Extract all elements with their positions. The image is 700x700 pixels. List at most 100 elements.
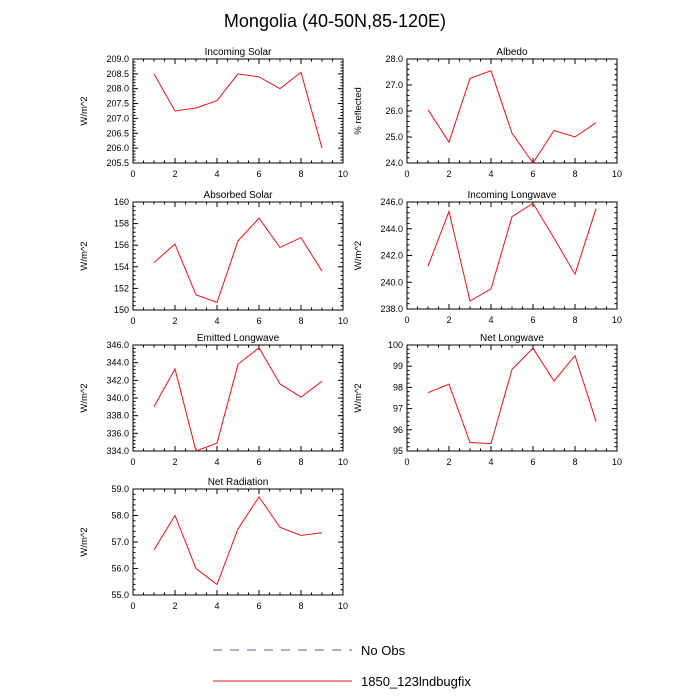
y-axis-label: W/m^2: [79, 383, 90, 412]
y-axis-label: W/m^2: [353, 241, 364, 270]
x-tick-label: 6: [530, 315, 535, 325]
y-tick-label: 344.0: [106, 358, 129, 368]
panel-title: Incoming Solar: [205, 47, 272, 58]
y-tick-label: 244.0: [380, 224, 403, 234]
x-tick-label: 4: [488, 169, 493, 179]
x-tick-label: 10: [612, 169, 622, 179]
y-tick-label: 25.0: [385, 132, 403, 142]
y-tick-label: 246.0: [380, 197, 403, 207]
x-tick-label: 0: [404, 169, 409, 179]
x-tick-label: 4: [488, 457, 493, 467]
x-tick-label: 10: [338, 601, 348, 611]
legend-no-obs-label: No Obs: [361, 643, 406, 658]
x-tick-label: 2: [172, 169, 177, 179]
x-tick-label: 8: [572, 315, 577, 325]
series-line: [153, 346, 323, 452]
x-tick-label: 0: [130, 457, 135, 467]
x-tick-label: 0: [130, 169, 135, 179]
y-tick-label: 59.0: [111, 484, 129, 494]
y-tick-label: 100: [388, 340, 403, 350]
panel-title: Net Longwave: [480, 333, 544, 344]
y-tick-label: 98: [393, 382, 403, 392]
y-tick-label: 338.0: [106, 411, 129, 421]
x-tick-label: 4: [214, 169, 219, 179]
panel-title: Absorbed Solar: [204, 190, 274, 201]
panel-7: Net Radiation W/m^2 0 2 4 6 8 10 55.0 56.0 57.0 58.…: [79, 477, 348, 611]
x-tick-label: 10: [612, 457, 622, 467]
y-tick-label: 56.0: [111, 564, 129, 574]
x-tick-label: 0: [404, 457, 409, 467]
y-tick-label: 207.0: [106, 113, 129, 123]
y-tick-label: 206.5: [106, 128, 129, 138]
panel-title: Net Radiation: [208, 477, 269, 488]
y-tick-label: 346.0: [106, 340, 129, 350]
x-tick-label: 10: [338, 457, 348, 467]
y-tick-label: 95: [393, 446, 403, 456]
x-tick-label: 4: [214, 316, 219, 326]
y-tick-label: 24.0: [385, 158, 403, 168]
x-tick-label: 8: [298, 316, 303, 326]
y-axis-label: W/m^2: [79, 527, 90, 556]
x-tick-label: 10: [338, 316, 348, 326]
y-tick-label: 152: [114, 283, 129, 293]
panel-title: Albedo: [496, 47, 528, 58]
x-tick-label: 0: [130, 601, 135, 611]
series-line: [427, 202, 597, 302]
panel-6: Net Longwave W/m^2 0 2 4 6 8 10 95 96 97 98 99 100: [353, 333, 622, 467]
y-tick-label: 340.0: [106, 393, 129, 403]
x-tick-label: 8: [298, 601, 303, 611]
plot-frame: [132, 201, 344, 311]
plot-frame: [132, 488, 344, 596]
panel-2: Albedo % reflected 0 2 4 6 8 10 24.0 25.0 26.0 27.0…: [353, 47, 622, 179]
plot-frame: [406, 58, 618, 164]
x-tick-label: 8: [572, 169, 577, 179]
series-line: [153, 217, 323, 304]
x-tick-label: 6: [256, 169, 261, 179]
x-tick-label: 6: [256, 316, 261, 326]
x-tick-label: 10: [612, 315, 622, 325]
y-tick-label: 28.0: [385, 54, 403, 64]
series-line: [153, 71, 323, 149]
y-tick-label: 208.0: [106, 84, 129, 94]
x-tick-label: 2: [446, 315, 451, 325]
y-tick-label: 160: [114, 197, 129, 207]
y-axis-label: W/m^2: [79, 241, 90, 270]
y-tick-label: 27.0: [385, 80, 403, 90]
x-tick-label: 4: [488, 315, 493, 325]
y-tick-label: 342.0: [106, 375, 129, 385]
y-tick-label: 158: [114, 219, 129, 229]
x-tick-label: 0: [404, 315, 409, 325]
x-tick-label: 8: [298, 457, 303, 467]
y-tick-label: 207.5: [106, 99, 129, 109]
plot-frame: [406, 344, 618, 452]
y-tick-label: 156: [114, 240, 129, 250]
panel-4: Incoming Longwave W/m^2 0 2 4 6 8 10 238.0 240.0 2…: [353, 190, 622, 325]
x-tick-label: 2: [172, 316, 177, 326]
x-tick-label: 6: [256, 457, 261, 467]
x-tick-label: 4: [214, 457, 219, 467]
y-tick-label: 336.0: [106, 428, 129, 438]
y-tick-label: 206.0: [106, 143, 129, 153]
y-tick-label: 58.0: [111, 511, 129, 521]
plot-frame: [132, 344, 344, 452]
figure-title: Mongolia (40-50N,85-120E): [224, 11, 446, 31]
x-tick-label: 8: [572, 457, 577, 467]
series-line: [427, 70, 597, 164]
x-tick-label: 8: [298, 169, 303, 179]
legend-series-label: 1850_123lndbugfix: [361, 674, 471, 689]
y-tick-label: 97: [393, 404, 403, 414]
y-axis-label: W/m^2: [79, 96, 90, 125]
x-tick-label: 10: [338, 169, 348, 179]
x-tick-label: 4: [214, 601, 219, 611]
y-tick-label: 242.0: [380, 251, 403, 261]
y-tick-label: 205.5: [106, 158, 129, 168]
y-tick-label: 208.5: [106, 69, 129, 79]
series-line: [427, 347, 597, 445]
panel-title: Incoming Longwave: [468, 190, 557, 201]
y-tick-label: 334.0: [106, 446, 129, 456]
y-axis-label: W/m^2: [353, 383, 364, 412]
panel-3: Absorbed Solar W/m^2 0 2 4 6 8 10 150 152 154 156 15…: [79, 190, 348, 326]
y-tick-label: 55.0: [111, 590, 129, 600]
